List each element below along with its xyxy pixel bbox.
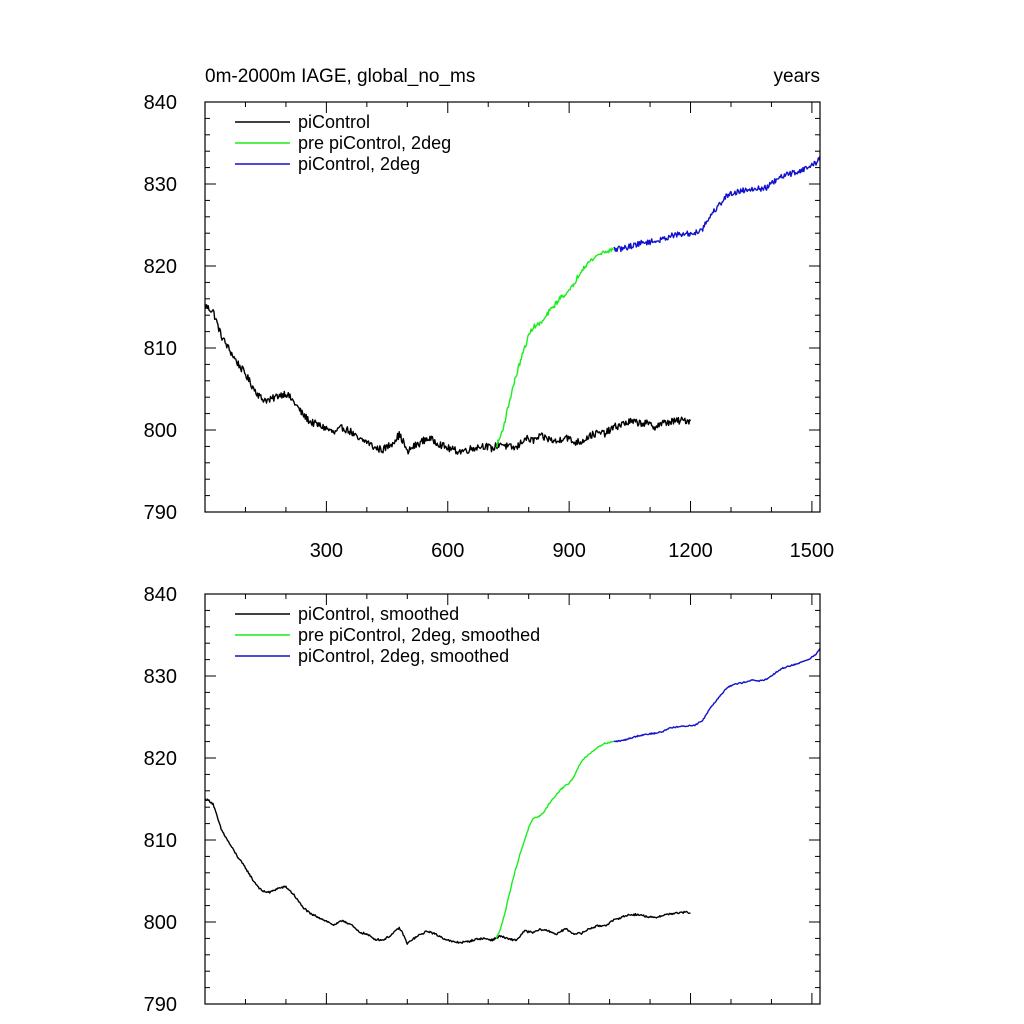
chart-units: years	[774, 66, 820, 87]
legend-label-picontrol-smoothed: piControl, smoothed	[298, 604, 459, 624]
series-line-picontrol	[204, 303, 692, 455]
y-tick-label: 840	[144, 92, 177, 114]
y-tick-label: 790	[144, 502, 177, 524]
legend-label-picontrol-2deg: piControl, 2deg	[298, 154, 420, 174]
y-tick-label: 820	[144, 256, 177, 278]
y-tick-label: 810	[144, 338, 177, 360]
legend-label-picontrol: piControl	[298, 112, 370, 132]
series-line-picontrol-smoothed	[204, 798, 691, 945]
series-line-pre-picontrol-2deg	[495, 247, 614, 448]
legend-label-pre-picontrol-2deg-smoothed: pre piControl, 2deg, smoothed	[298, 625, 540, 645]
legend-bottom: piControl, smoothed pre piControl, 2deg,…	[235, 604, 540, 666]
y-tick-label: 830	[144, 174, 177, 196]
series-line-picontrol-2deg	[613, 155, 821, 253]
plot-frame-top	[204, 101, 821, 513]
y-tick-label: 830	[144, 666, 177, 688]
legend-top: piControl pre piControl, 2deg piControl,…	[235, 112, 451, 174]
top-panel: 0m-2000m IAGE, global_no_ms years 790 800…	[144, 66, 835, 562]
series-line-picontrol-2deg-smoothed	[613, 647, 821, 743]
series-line-pre-picontrol-2deg-smoothed	[495, 740, 614, 939]
x-tick-label: 900	[552, 540, 585, 562]
y-tick-label: 790	[144, 994, 177, 1016]
x-tick-label: 300	[310, 540, 343, 562]
y-tick-label: 800	[144, 420, 177, 442]
bottom-panel: 790 800 810 820 830 840 piControl, smoothed p…	[144, 584, 821, 1016]
plot-frame-bottom	[204, 593, 821, 1005]
x-tick-label: 600	[431, 540, 464, 562]
x-tick-label: 1500	[790, 540, 835, 562]
y-tick-label: 800	[144, 912, 177, 934]
y-tick-label: 810	[144, 830, 177, 852]
y-tick-label: 840	[144, 584, 177, 606]
legend-label-pre-picontrol-2deg: pre piControl, 2deg	[298, 133, 451, 153]
legend-label-picontrol-2deg-smoothed: piControl, 2deg, smoothed	[298, 646, 509, 666]
x-tick-label: 1200	[668, 540, 713, 562]
chart-title: 0m-2000m IAGE, global_no_ms	[205, 66, 475, 87]
y-tick-label: 820	[144, 748, 177, 770]
